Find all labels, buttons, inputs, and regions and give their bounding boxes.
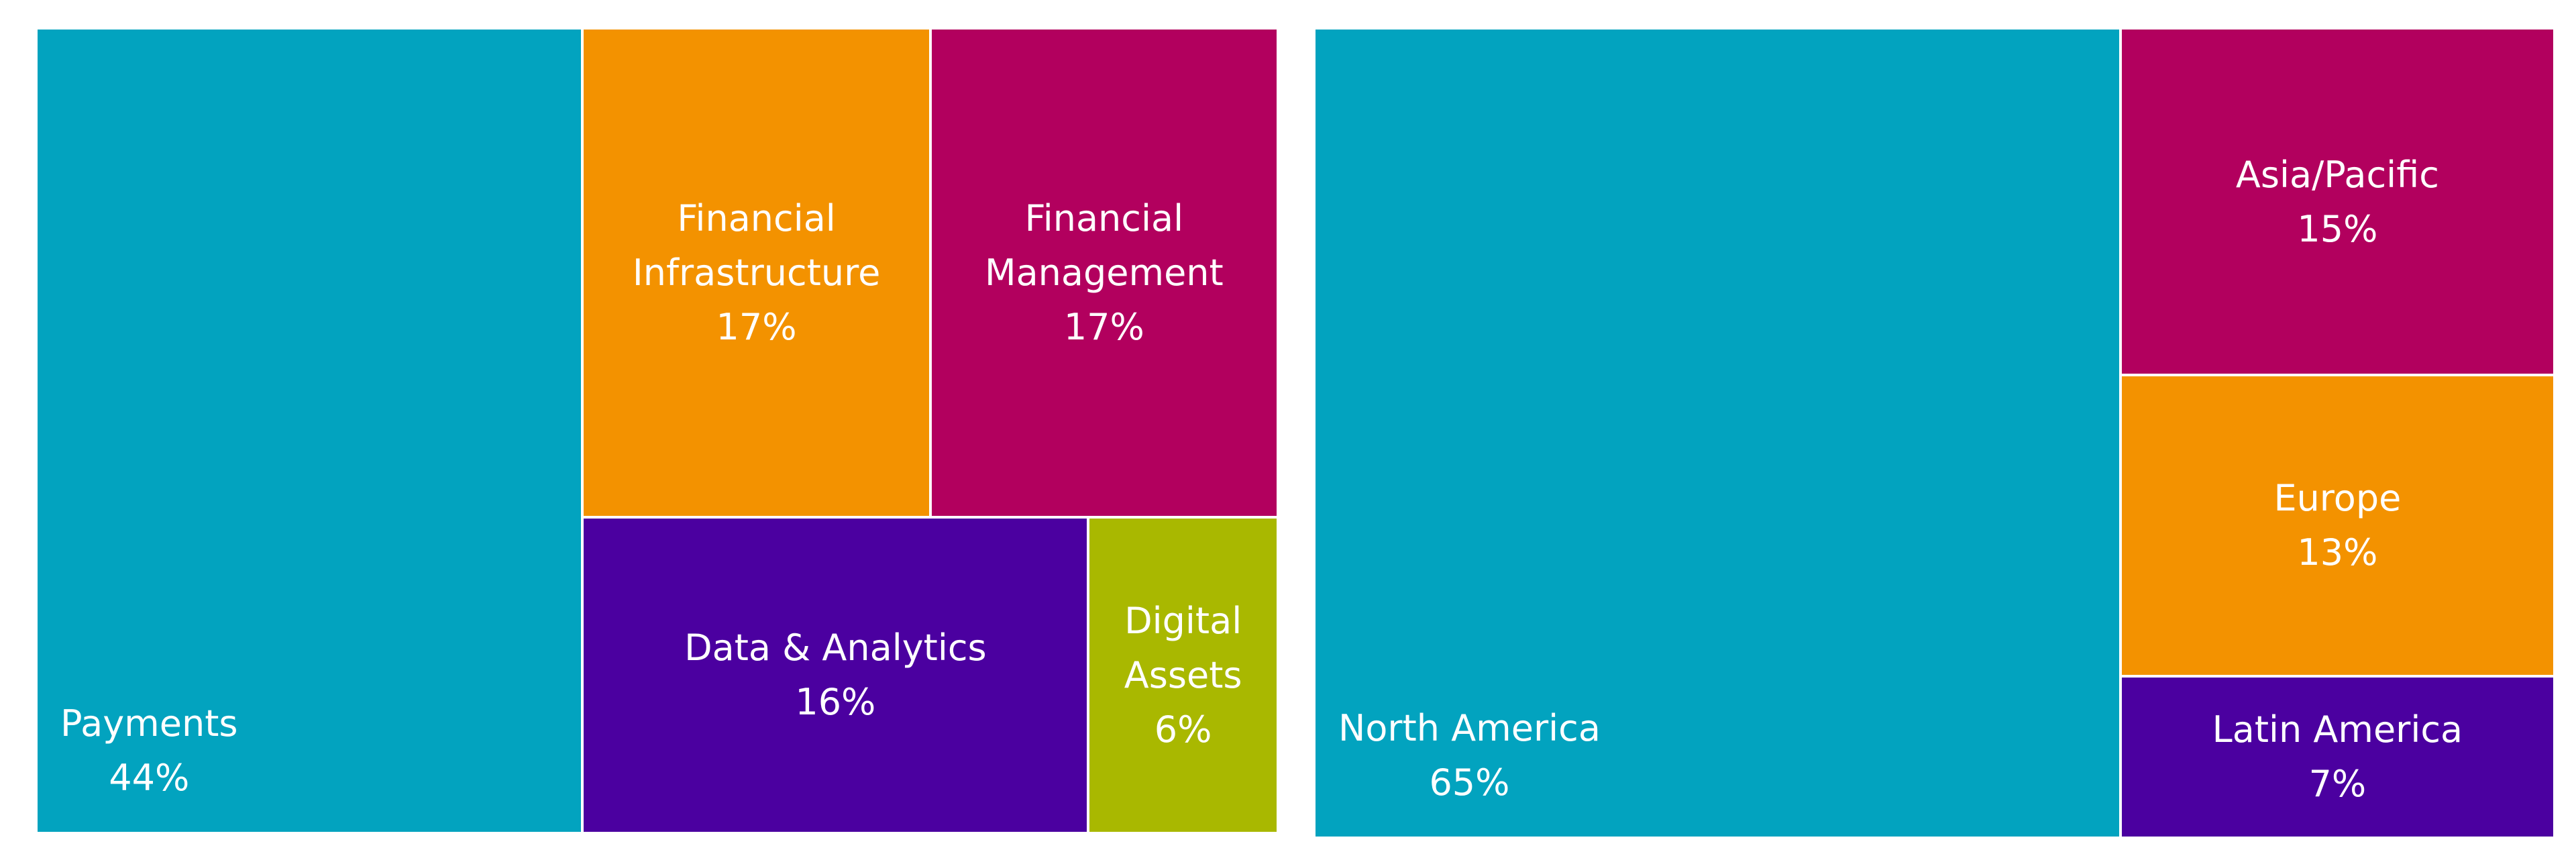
- tile-label: Europe 13%: [2273, 471, 2401, 580]
- tile: Asia/Pacific 15%: [2120, 28, 2555, 376]
- treemap: North America 65% Asia/Pacific 15% Europe 13%…: [1314, 28, 2555, 838]
- tile-label: Data & Analytics 16%: [684, 621, 987, 729]
- tile: Digital Assets 6%: [1088, 517, 1278, 833]
- value-label: 17%: [1063, 305, 1144, 348]
- tile-label: Digital Assets 6%: [1114, 594, 1252, 757]
- tile-label: North America 65%: [1338, 701, 1601, 810]
- category-label: Payments: [60, 702, 238, 745]
- value-label: 15%: [2297, 207, 2378, 250]
- tile: Financial Management 17%: [930, 28, 1278, 517]
- tile-label: Financial Infrastructure 17%: [608, 191, 904, 354]
- tile-label: Payments 44%: [60, 696, 238, 805]
- value-label: 65%: [1429, 761, 1510, 804]
- value-label: 6%: [1154, 708, 1212, 751]
- value-label: 7%: [2308, 763, 2367, 806]
- category-label: Asia/Pacific: [2235, 153, 2439, 196]
- tile: Data & Analytics 16%: [582, 517, 1089, 833]
- category-label: Financial Infrastructure: [632, 197, 881, 294]
- tile: Financial Infrastructure 17%: [582, 28, 930, 517]
- tile: Europe 13%: [2120, 375, 2555, 676]
- category-label: North America: [1338, 707, 1601, 749]
- tile-label: Asia/Pacific 15%: [2236, 148, 2439, 256]
- category-label: Latin America: [2212, 708, 2463, 751]
- value-label: 44%: [109, 757, 190, 799]
- tile: North America 65%: [1314, 28, 2121, 838]
- tile: Latin America 7%: [2120, 676, 2555, 838]
- category-label: Data & Analytics: [684, 627, 987, 669]
- treemap: Payments 44% Financial Infrastructure 17% Fi…: [36, 28, 1278, 833]
- value-label: 17%: [716, 305, 797, 348]
- value-label: 16%: [795, 681, 876, 724]
- tile-label: Financial Management 17%: [956, 191, 1252, 354]
- tile: Payments 44%: [36, 28, 583, 833]
- category-label: Europe: [2273, 477, 2402, 520]
- category-label: Financial Management: [984, 197, 1224, 294]
- tile-label: Latin America 7%: [2212, 702, 2463, 811]
- value-label: 13%: [2297, 531, 2378, 574]
- category-label: Digital Assets: [1124, 599, 1242, 696]
